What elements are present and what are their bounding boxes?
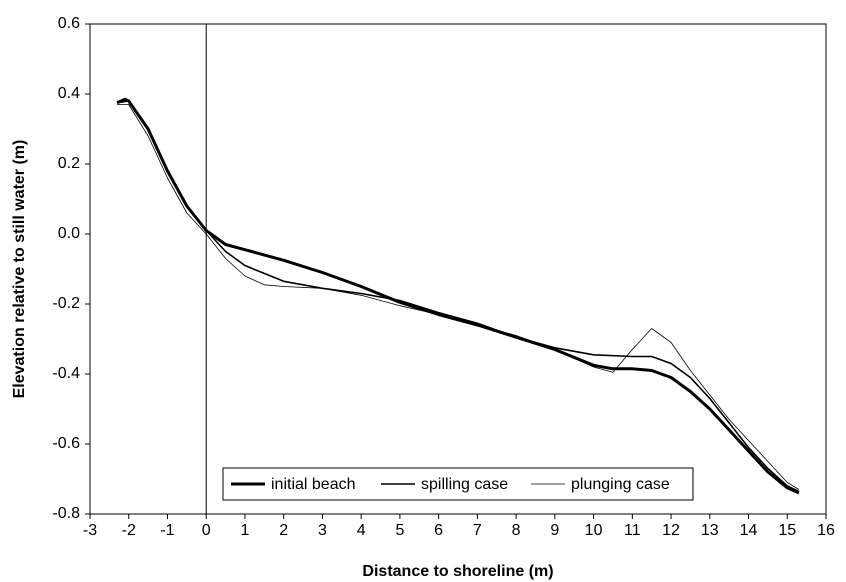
x-tick-label: 2 [279,522,288,539]
x-tick-label: 16 [817,522,835,539]
x-tick-label: 10 [585,522,603,539]
x-tick-label: -1 [160,522,174,539]
x-tick-label: 5 [395,522,404,539]
plot-frame [89,23,827,515]
x-axis-label: Distance to shoreline (m) [362,563,553,580]
legend-label: spilling case [421,476,508,493]
x-tick-label: 14 [740,522,758,539]
y-tick-label: -0.2 [52,295,80,312]
x-tick-label: 4 [357,522,366,539]
legend-label: initial beach [271,476,356,493]
y-tick-label: 0.0 [58,225,80,242]
x-tick-label: 3 [318,522,327,539]
x-tick-label: 15 [778,522,796,539]
x-tick-label: 8 [512,522,521,539]
y-tick-label: -0.4 [52,365,80,382]
y-tick-label: 0.4 [58,85,80,102]
x-tick-label: 1 [240,522,249,539]
x-tick-label: 11 [624,522,641,539]
y-tick-label: -0.8 [52,505,80,522]
x-tick-label: -3 [83,522,97,539]
x-tick-label: -2 [122,522,136,539]
x-tick-label: 9 [550,522,559,539]
y-axis-label: Elevation relative to still water (m) [11,140,28,399]
x-tick-label: 13 [701,522,719,539]
x-tick-label: 12 [662,522,680,539]
y-tick-label: -0.6 [52,435,80,452]
series-line [116,97,800,495]
y-tick-label: 0.6 [58,15,80,32]
series-line [116,100,800,493]
legend-label: plunging case [571,476,670,493]
x-tick-label: 0 [202,522,211,539]
y-tick-label: 0.2 [58,155,80,172]
series-line [117,104,800,490]
x-tick-label: 6 [434,522,443,539]
legend-box [222,467,694,501]
x-tick-label: 7 [473,522,482,539]
